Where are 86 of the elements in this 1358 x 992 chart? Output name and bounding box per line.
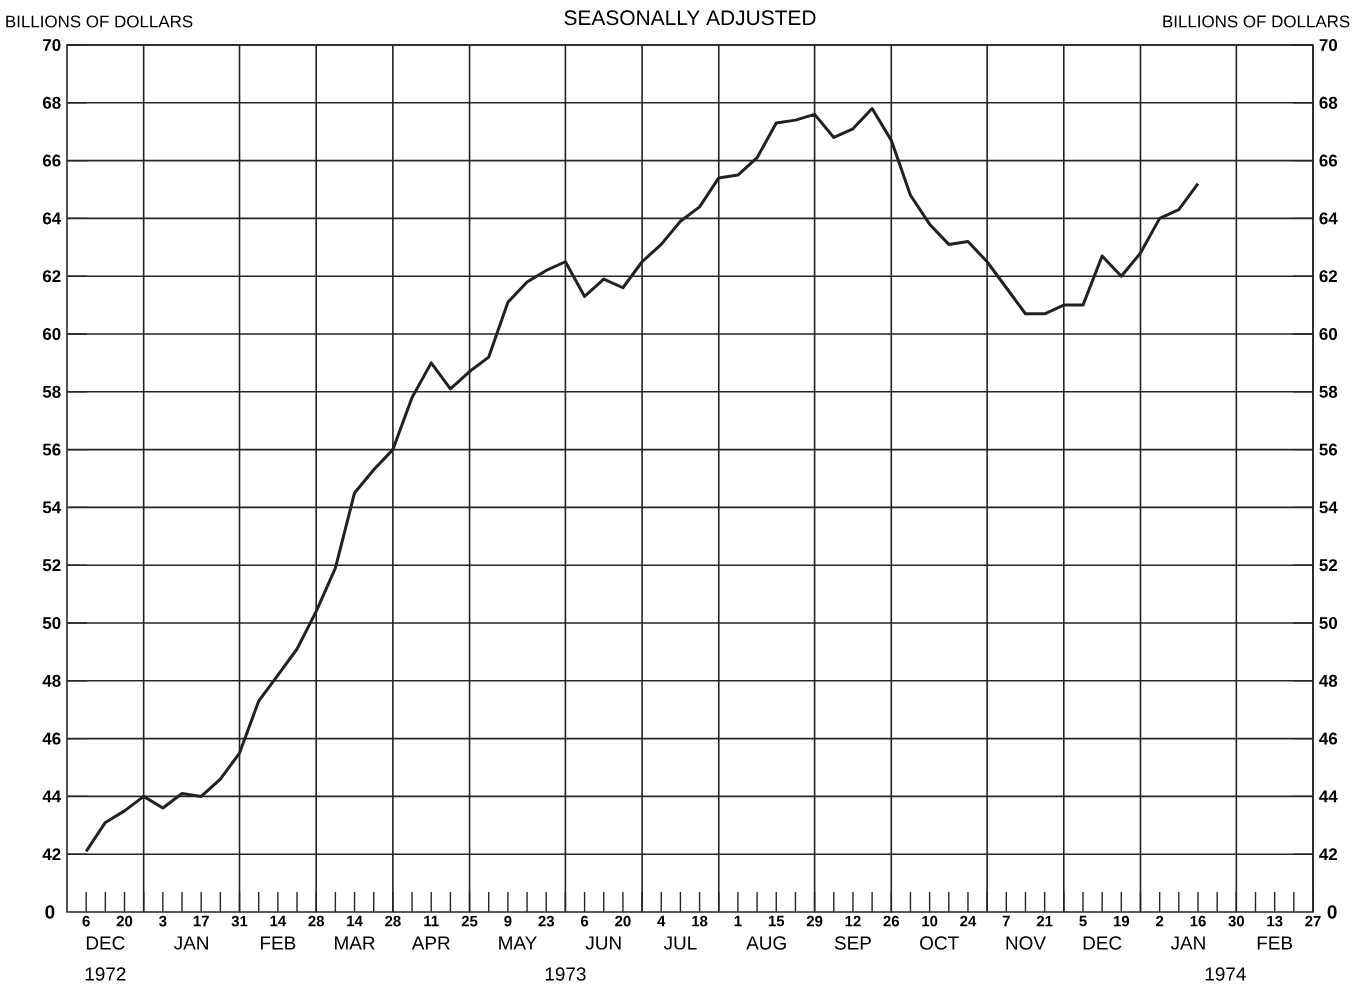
x-tick-label: 7 xyxy=(1002,915,1010,927)
text: MAY xyxy=(499,936,537,950)
y2-tick-label: 56 xyxy=(1319,443,1338,456)
text: APR xyxy=(411,936,450,950)
x-tick-label: 14 xyxy=(347,915,363,927)
text: FEB xyxy=(1257,936,1293,950)
y-tick-label: 48 xyxy=(42,674,61,687)
x-tick-label: 16 xyxy=(1190,915,1206,927)
y2-tick-label: 46 xyxy=(1319,732,1338,745)
y-tick-label: 64 xyxy=(42,212,62,225)
y2-axis-title: BILLIONS OF DOLLARS xyxy=(1163,15,1350,28)
text: 0 xyxy=(45,905,55,919)
text: JAN xyxy=(174,936,208,950)
y2-tick-label: 52 xyxy=(1319,559,1338,572)
y2-tick-label: 64 xyxy=(1319,212,1338,225)
x-tick-label: 9 xyxy=(504,915,512,927)
y2-tick-label: 50 xyxy=(1319,617,1338,629)
y2-tick-label: 60 xyxy=(1319,327,1338,340)
text: SEP xyxy=(834,936,871,950)
y-axis-title: BILLIONS OF DOLLARS xyxy=(6,15,193,28)
x-tick-label: 30 xyxy=(1228,915,1245,927)
y2-tick-label: 58 xyxy=(1319,385,1338,398)
y-tick-label: 52 xyxy=(42,559,61,572)
x-tick-label: 5 xyxy=(1079,915,1087,927)
x-tick-label: 24 xyxy=(960,915,977,927)
y-tick-label: 56 xyxy=(42,443,61,456)
x-tick-label: 6 xyxy=(580,915,589,927)
text: MAR xyxy=(335,936,375,950)
y-tick-label: 54 xyxy=(42,501,62,514)
x-tick-label: 26 xyxy=(883,915,900,927)
x-tick-label: 28 xyxy=(385,915,401,927)
y-tick-label: 44 xyxy=(42,790,62,803)
x-tick-label: 17 xyxy=(193,915,209,927)
x-tick-label: 14 xyxy=(270,915,287,927)
x-tick-label: 31 xyxy=(231,915,248,927)
y2-tick-label: 70 xyxy=(1319,38,1338,51)
x-tick-label: 10 xyxy=(922,915,938,927)
text: JUN xyxy=(585,936,621,950)
x-tick-label: 23 xyxy=(538,915,554,927)
y-tick-label: 46 xyxy=(42,732,61,745)
x-tick-label: 3 xyxy=(159,915,167,927)
text: FEB xyxy=(261,936,296,950)
chart-title: SEASONALLY ADJUSTED xyxy=(564,10,816,26)
x-tick-label: 28 xyxy=(308,915,325,927)
y-tick-label: 42 xyxy=(42,848,61,861)
text: NOV xyxy=(1006,936,1046,950)
text: 1973 xyxy=(545,967,586,981)
text: JAN xyxy=(1170,936,1205,950)
x-tick-label: 20 xyxy=(615,915,631,927)
y-tick-label: 58 xyxy=(42,385,61,398)
x-tick-label: 25 xyxy=(461,915,478,927)
x-tick-label: 18 xyxy=(692,915,708,927)
x-tick-label: 12 xyxy=(845,915,861,927)
x-tick-label: 20 xyxy=(116,915,133,927)
text: DEC xyxy=(86,936,125,950)
x-tick-label: 13 xyxy=(1267,915,1283,927)
x-tick-label: 6 xyxy=(82,915,90,927)
text: 1972 xyxy=(85,967,126,981)
text: 0 xyxy=(1327,905,1337,919)
y2-tick-label: 48 xyxy=(1319,674,1338,687)
y-tick-label: 66 xyxy=(42,154,61,167)
y2-tick-label: 68 xyxy=(1319,96,1338,109)
x-tick-label: 29 xyxy=(806,915,823,927)
x-tick-label: 2 xyxy=(1156,915,1164,927)
x-tick-label: 15 xyxy=(768,915,785,927)
x-tick-label: 27 xyxy=(1305,915,1321,927)
y2-tick-label: 54 xyxy=(1319,501,1338,514)
y-tick-label: 62 xyxy=(42,270,61,283)
text: JUL xyxy=(663,936,697,950)
text: 1974 xyxy=(1205,967,1246,981)
y-tick-label: 68 xyxy=(42,96,61,109)
y-tick-label: 60 xyxy=(42,328,61,340)
text: AUG xyxy=(746,936,786,950)
y2-tick-label: 42 xyxy=(1319,848,1338,861)
y2-tick-label: 44 xyxy=(1319,790,1338,803)
text: DEC xyxy=(1083,936,1122,950)
y-tick-label: 70 xyxy=(43,38,61,51)
x-tick-label: 4 xyxy=(657,915,666,927)
y2-tick-label: 66 xyxy=(1319,154,1338,167)
text: OCT xyxy=(920,936,959,950)
x-tick-label: 19 xyxy=(1113,915,1130,927)
x-tick-label: 1 xyxy=(734,915,742,927)
x-tick-label: 21 xyxy=(1036,915,1053,927)
y-tick-label: 50 xyxy=(42,617,61,629)
y2-tick-label: 62 xyxy=(1319,270,1338,283)
x-tick-label: 11 xyxy=(424,915,439,927)
